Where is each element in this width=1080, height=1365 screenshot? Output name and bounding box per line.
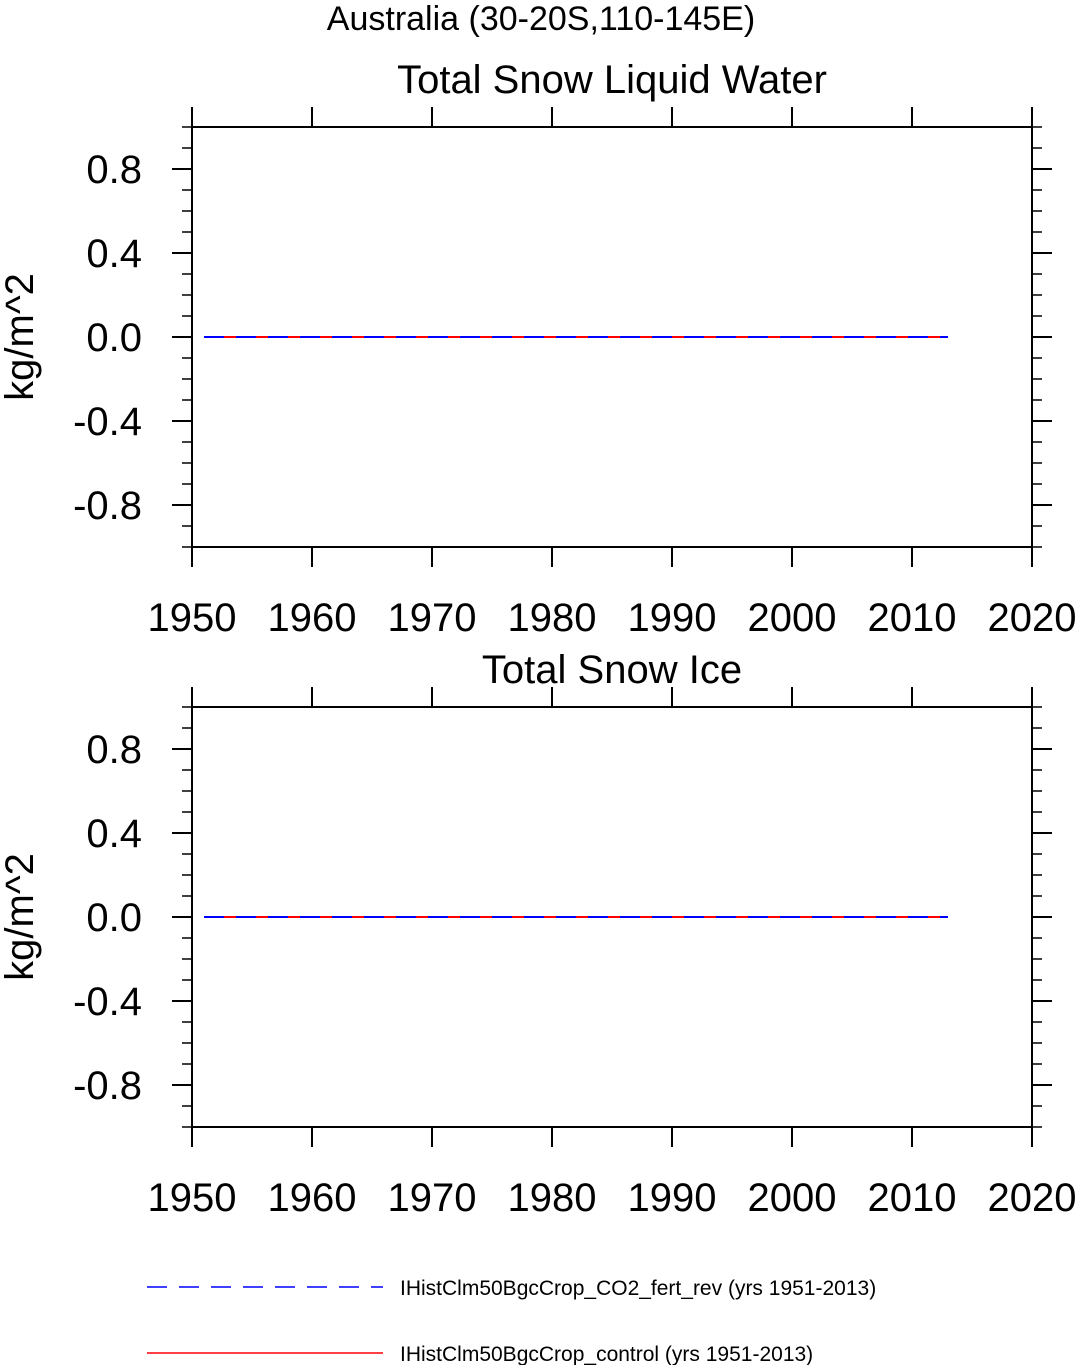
y-axis-label: kg/m^2 [0,273,42,401]
x-tick-label: 1950 [148,1176,237,1220]
chart-panel-1: Total Snow Liquid Water kg/m^2 1950 1960 197… [0,58,1076,640]
chart-title: Total Snow Ice [482,648,742,692]
y-tick-label: 0.8 [86,728,142,772]
legend-item: IHistClm50BgcCrop_CO2_fert_rev (yrs 1951… [147,1277,876,1300]
x-tick-label: 1990 [628,1176,717,1220]
x-tick-label: 2000 [748,596,837,640]
y-tick-label: -0.4 [73,400,142,444]
legend-label: IHistClm50BgcCrop_control (yrs 1951-2013… [400,1343,813,1365]
x-tick-label: 1990 [628,596,717,640]
x-tick-label: 1950 [148,596,237,640]
y-tick-label: 0.8 [86,148,142,192]
x-tick-label: 1970 [388,1176,477,1220]
y-tick-label: -0.8 [73,1064,142,1108]
chart-title: Total Snow Liquid Water [397,58,827,102]
legend-item: IHistClm50BgcCrop_control (yrs 1951-2013… [147,1343,813,1365]
y-tick-label: 0.4 [86,812,142,856]
figure-title: Australia (30-20S,110-145E) [327,0,755,38]
y-tick-label: -0.4 [73,980,142,1024]
x-tick-label: 1970 [388,596,477,640]
legend: IHistClm50BgcCrop_CO2_fert_rev (yrs 1951… [147,1277,876,1365]
y-axis-label: kg/m^2 [0,853,42,981]
y-tick-label: 0.0 [86,896,142,940]
chart-panels: Total Snow Liquid Water kg/m^2 1950 1960 197… [0,58,1076,1220]
x-tick-label: 2000 [748,1176,837,1220]
y-tick-label: -0.8 [73,484,142,528]
x-tick-label: 1960 [268,596,357,640]
legend-label: IHistClm50BgcCrop_CO2_fert_rev (yrs 1951… [400,1277,876,1300]
chart-panel-2: Total Snow Ice kg/m^2 1950 1960 1970 1980 1990… [0,648,1076,1220]
x-tick-label: 1980 [508,1176,597,1220]
x-tick-label: 2010 [868,596,957,640]
x-tick-label: 1980 [508,596,597,640]
x-tick-label: 2020 [988,596,1077,640]
x-tick-label: 2010 [868,1176,957,1220]
x-tick-label: 2020 [988,1176,1077,1220]
x-tick-label: 1960 [268,1176,357,1220]
y-tick-label: 0.0 [86,316,142,360]
y-tick-label: 0.4 [86,232,142,276]
